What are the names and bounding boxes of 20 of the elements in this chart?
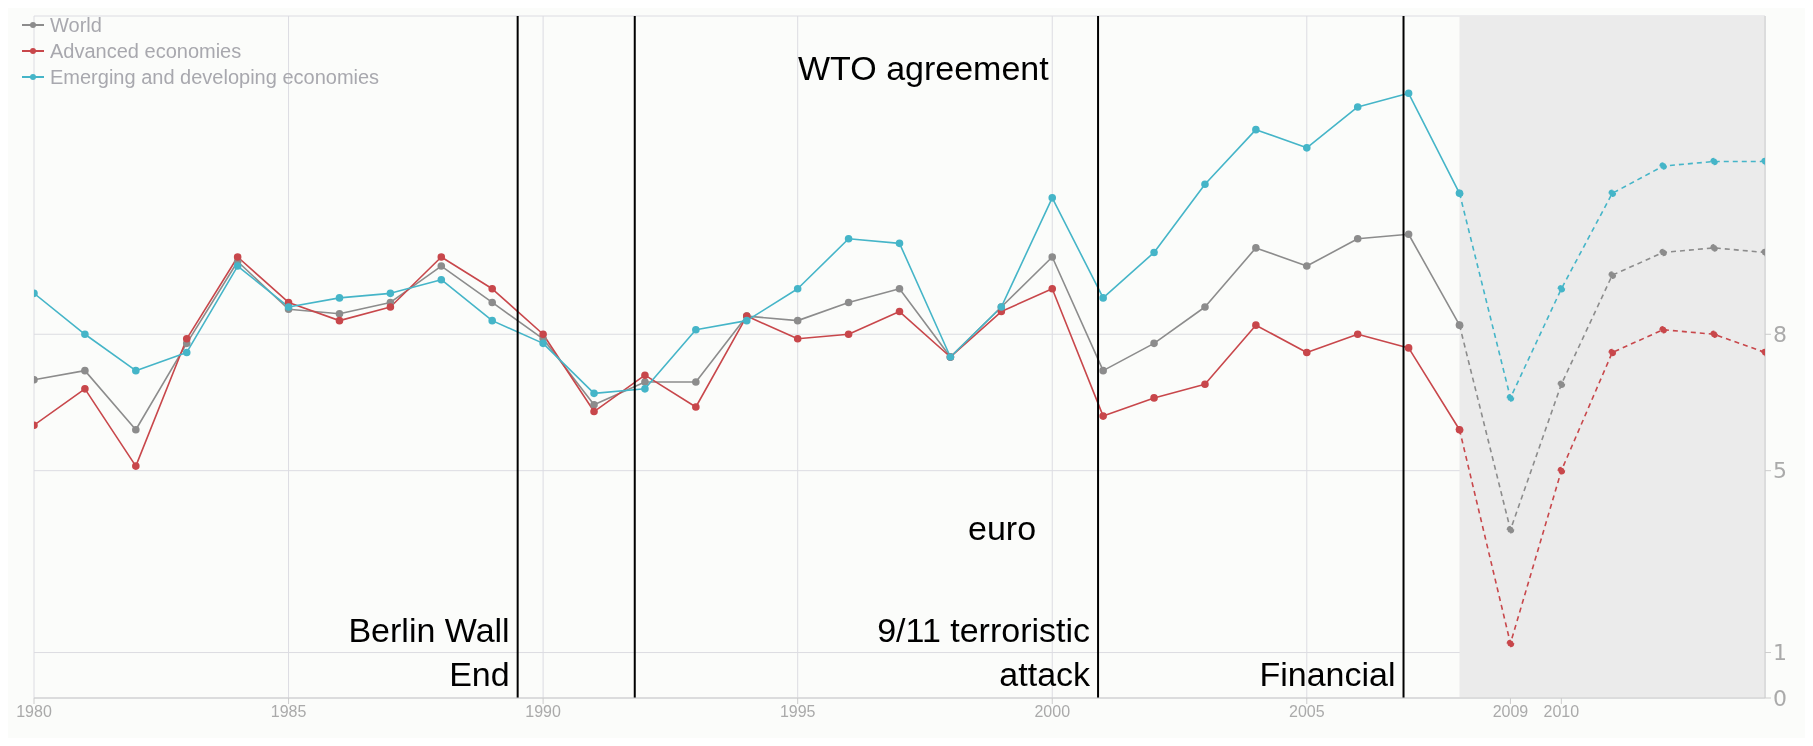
x-tick-label: 1980: [16, 703, 52, 721]
legend-label: Emerging and developing economies: [50, 65, 380, 90]
y-tick-label: 5: [1773, 458, 1787, 484]
x-tick-label: 2005: [1289, 703, 1325, 721]
legend-label: Advanced economies: [50, 39, 242, 64]
x-tick-label: 2010: [1543, 703, 1580, 721]
ref-line-label: 9/11 terroristic attack: [877, 611, 1092, 693]
y-tick-label: 8: [1773, 322, 1787, 348]
annotation: euro: [968, 508, 1037, 548]
x-tick-label: 1995: [779, 703, 816, 721]
x-tick-label: 1990: [525, 703, 562, 721]
ref-line-label: Berlin Wall End: [348, 611, 510, 693]
y-tick-label: 1: [1773, 640, 1787, 666]
legend-label: World: [50, 13, 102, 38]
x-tick-label: 1985: [270, 703, 307, 721]
annotation: WTO agreement: [798, 48, 1049, 88]
ref-line-label: Financial: [1259, 655, 1396, 693]
x-tick-label: 2009: [1492, 703, 1529, 721]
x-tick-label: 2000: [1034, 703, 1071, 721]
y-tick-label: 0: [1773, 685, 1787, 711]
